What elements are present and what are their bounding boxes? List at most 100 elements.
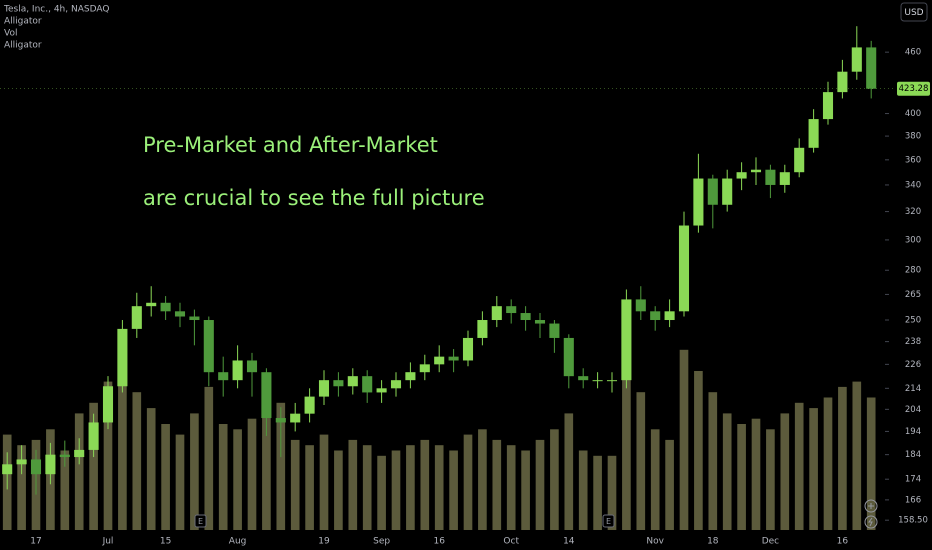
candle-body <box>866 47 877 89</box>
volume-bar <box>60 450 70 530</box>
candle-body <box>779 172 790 185</box>
candle-body <box>736 172 747 179</box>
candle-body <box>822 92 834 120</box>
volume-bar <box>305 445 314 530</box>
volume-bar <box>766 429 775 530</box>
volume-bar <box>722 413 732 530</box>
earnings-label[interactable]: E <box>198 517 203 526</box>
alert-button[interactable] <box>864 515 878 529</box>
volume-bar <box>434 445 444 530</box>
candle-body <box>304 396 315 414</box>
last-price-label: 423.28 <box>899 84 929 94</box>
volume-bar <box>420 439 430 530</box>
candle-body <box>275 418 286 423</box>
volume-bar <box>852 381 862 530</box>
volume-bar <box>118 371 127 530</box>
volume-bar <box>866 397 876 530</box>
volume-bar <box>377 455 386 530</box>
candle-body <box>45 454 56 475</box>
y-tick-label: 265 <box>905 290 921 300</box>
annotation-text: Pre-Market and After-Market <box>143 133 438 157</box>
last-price-box <box>897 81 930 96</box>
indicator-label: Vol <box>4 29 17 39</box>
y-tick-label: 158.50 <box>898 516 928 526</box>
volume-bar <box>593 455 602 530</box>
volume-bar <box>132 392 142 530</box>
volume-bar <box>233 429 242 530</box>
candle-body <box>563 337 574 377</box>
candle-body <box>794 147 805 173</box>
y-tick-label: 166 <box>905 495 921 505</box>
volume-bar <box>348 439 358 530</box>
candle-body <box>290 413 301 423</box>
candle-body <box>491 306 502 321</box>
volume-bar <box>578 450 588 530</box>
candle-body <box>376 388 387 393</box>
volume-bar <box>809 408 818 530</box>
candle-body <box>203 320 214 373</box>
indicator-label: Alligator <box>4 17 42 27</box>
volume-bar <box>694 371 703 530</box>
x-tick-label: Jul <box>102 537 114 547</box>
candle-body <box>160 302 171 312</box>
add-button[interactable] <box>864 499 878 513</box>
currency-button[interactable] <box>900 2 928 22</box>
candle-body <box>693 178 704 226</box>
candle-body <box>678 225 690 312</box>
volume-bar <box>190 413 199 530</box>
currency-label[interactable]: USD <box>904 8 923 18</box>
volume-bar <box>535 439 545 530</box>
volume-bar <box>550 429 559 530</box>
x-tick-label: Dec <box>762 537 779 547</box>
candle-body <box>635 299 646 312</box>
volume-bar <box>622 339 631 530</box>
candle-body <box>621 299 632 381</box>
volume-bar <box>492 439 502 530</box>
volume-bar <box>74 413 84 530</box>
volume-bar <box>290 439 300 530</box>
x-tick-label: 18 <box>707 537 719 547</box>
alert-icon <box>868 517 873 527</box>
volume-bar <box>751 418 761 530</box>
candle-body <box>218 372 229 381</box>
volume-bar <box>319 434 329 530</box>
candle-body <box>837 71 848 93</box>
volume-bar <box>175 434 185 530</box>
y-tick-label: 380 <box>905 132 921 142</box>
candle-body <box>534 320 546 324</box>
candle-body <box>232 360 243 381</box>
candle-body <box>578 376 589 381</box>
volume-bar <box>89 402 98 530</box>
volume-bar <box>607 455 617 530</box>
volume-bar <box>506 445 516 530</box>
volume-bar <box>247 418 257 530</box>
volume-bar <box>103 381 113 530</box>
y-tick-label: 400 <box>905 109 921 119</box>
earnings-marker[interactable] <box>602 514 615 528</box>
candle-body <box>174 311 186 317</box>
axis-layer: 17 Jul 15 Aug 19 Sep 16 Oct 14 Nov 18 Dec 16 460 400 38… <box>0 48 930 547</box>
annotation-text: are crucial to see the full picture <box>143 186 485 210</box>
volume-bar <box>564 413 574 530</box>
y-tick-label: 340 <box>905 180 921 190</box>
candle-body <box>520 313 531 321</box>
candle-body <box>549 323 560 338</box>
earnings-marker[interactable] <box>194 514 207 528</box>
y-tick-label: 194 <box>905 427 921 437</box>
candle-body <box>189 316 200 321</box>
y-tick-label: 300 <box>905 235 921 245</box>
candle-body <box>405 372 416 381</box>
earnings-label[interactable]: E <box>606 517 611 526</box>
candle-body <box>650 311 661 321</box>
y-tick-label: 204 <box>905 405 921 415</box>
candle-body <box>664 311 675 321</box>
y-tick-label: 184 <box>905 450 921 460</box>
candle-body <box>2 464 13 475</box>
y-tick-label: 250 <box>905 316 921 326</box>
volume-layer <box>2 339 876 530</box>
candle-layer <box>2 26 877 495</box>
x-tick-label: Sep <box>373 537 390 547</box>
candle-body <box>592 380 603 382</box>
